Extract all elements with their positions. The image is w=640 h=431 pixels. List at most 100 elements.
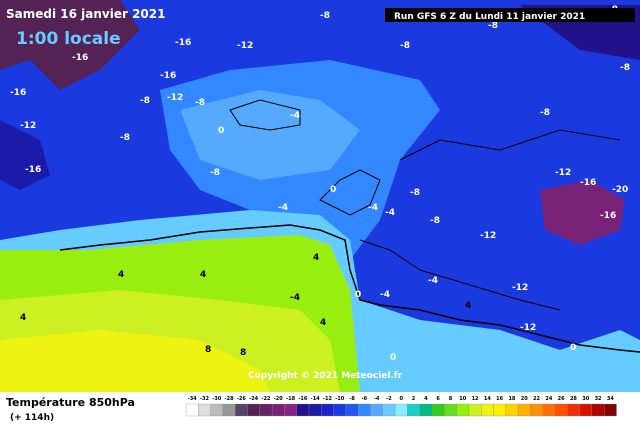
contour-label: 0 [570, 343, 576, 353]
colorbar-tick: 12 [472, 396, 479, 402]
colorbar-swatch [554, 403, 568, 417]
colorbar-tick: -26 [237, 396, 247, 402]
colorbar-tick: 24 [545, 396, 552, 402]
colorbar-tick: 10 [459, 396, 466, 402]
contour-label: -12 [20, 121, 36, 131]
colorbar-tick: 28 [570, 396, 577, 402]
colorbar-tick: -24 [249, 396, 259, 402]
contour-label: -16 [600, 211, 616, 221]
colorbar-tick: 32 [595, 396, 602, 402]
colorbar-tick: -34 [188, 396, 198, 402]
colorbar-tick: 8 [449, 396, 453, 402]
coastlines [59, 99, 640, 353]
colorbar-swatch [198, 403, 211, 417]
contour-label: 8 [205, 345, 211, 355]
colorbar-tick: -6 [362, 396, 368, 402]
contour-label: 0 [355, 290, 361, 300]
colorbar-swatch [259, 403, 273, 417]
colorbar-swatch [382, 403, 396, 417]
contour-label: -8 [430, 216, 440, 226]
colorbar-tick: -2 [386, 396, 392, 402]
colorbar-swatch [358, 403, 371, 417]
contour-label: -8 [195, 98, 205, 108]
colorbar-tick: -32 [200, 396, 210, 402]
contour-label: -4 [385, 208, 395, 218]
contour-label: -16 [175, 38, 191, 48]
colorbar-swatch [222, 403, 236, 417]
contour-label: -20 [612, 185, 628, 195]
colorbar-tick: 14 [484, 396, 491, 402]
colorbar-tick: 16 [496, 396, 503, 402]
colorbar-tick: 0 [400, 396, 404, 402]
colorbar-swatch [419, 403, 433, 417]
date: Samedi 16 janvier 2021 [6, 7, 165, 21]
colorbar-tick: 22 [533, 396, 540, 402]
colorbar-tick: -10 [335, 396, 345, 402]
yellow-region [0, 330, 270, 392]
contour-label: 8 [240, 348, 246, 358]
contour-label: -16 [160, 71, 176, 81]
cold-core [540, 180, 625, 245]
contour-label: -8 [400, 41, 410, 51]
contour-label: -4 [368, 203, 378, 213]
colorbar-swatch [456, 403, 470, 417]
contour-label: 4 [118, 270, 124, 280]
colorbar-swatch [444, 403, 457, 417]
contour-label: -12 [167, 93, 183, 103]
colorbar-tick: 26 [558, 396, 565, 402]
colorbar: -34 -32 -30 -28 -26 -24 -22 -20 -18 -16 -14 -12 -10-… [185, 396, 617, 417]
colorbar-swatch [517, 403, 531, 417]
colorbar-swatch [505, 403, 519, 417]
map [0, 0, 640, 392]
colorbar-tick: -8 [349, 396, 355, 402]
contour-label: -16 [72, 53, 88, 63]
lead-time: (+ 114h) [10, 413, 54, 423]
colorbar-swatch [296, 403, 310, 417]
contour-label: -8 [620, 63, 630, 73]
colorbar-swatch [468, 403, 482, 417]
colorbar-tick: 2 [412, 396, 416, 402]
contour-label: -12 [512, 283, 528, 293]
cold-region [0, 0, 140, 90]
contour-label: 0 [330, 185, 336, 195]
contour-label: -8 [488, 21, 498, 31]
legend-title: Température 850hPa [6, 396, 135, 409]
contour-label: -12 [520, 323, 536, 333]
contour-label: -16 [25, 165, 41, 175]
colorbar-tick: -14 [311, 396, 321, 402]
contour-label: -8 [120, 133, 130, 143]
contour-label: -8 [210, 168, 220, 178]
colorbar-tick: -18 [286, 396, 296, 402]
contour-label: 4 [200, 270, 206, 280]
contour-label: -4 [290, 293, 300, 303]
colorbar-tick: 6 [436, 396, 440, 402]
mild-region [180, 90, 360, 180]
contour-label: -4 [278, 203, 288, 213]
colorbar-tick: 20 [521, 396, 528, 402]
colorbar-swatch [308, 403, 322, 417]
contour-label: -12 [480, 231, 496, 241]
colorbar-swatch [370, 403, 383, 417]
colorbar-swatch [284, 403, 297, 417]
contour-label: 4 [20, 313, 26, 323]
contour-label: -8 [320, 11, 330, 21]
colorbar-swatch [604, 403, 617, 417]
contour-label: -16 [580, 178, 596, 188]
colorbar-swatch [333, 403, 347, 417]
contour-label: -16 [10, 88, 26, 98]
colorbar-swatch [542, 403, 556, 417]
colorbar-tick: -12 [323, 396, 333, 402]
contour-label: -8 [540, 108, 550, 118]
colorbar-tick: 4 [424, 396, 428, 402]
colorbar-swatch [321, 403, 334, 417]
contour-label: -8 [140, 96, 150, 106]
colorbar-swatch [247, 403, 260, 417]
contour-label: 4 [313, 253, 319, 263]
run-box [385, 8, 635, 22]
cold-region [0, 120, 50, 190]
colorbar-swatch [530, 403, 543, 417]
colorbar-tick: -16 [298, 396, 308, 402]
colorbar-tick: -22 [261, 396, 271, 402]
contour-label: 4 [465, 301, 471, 311]
